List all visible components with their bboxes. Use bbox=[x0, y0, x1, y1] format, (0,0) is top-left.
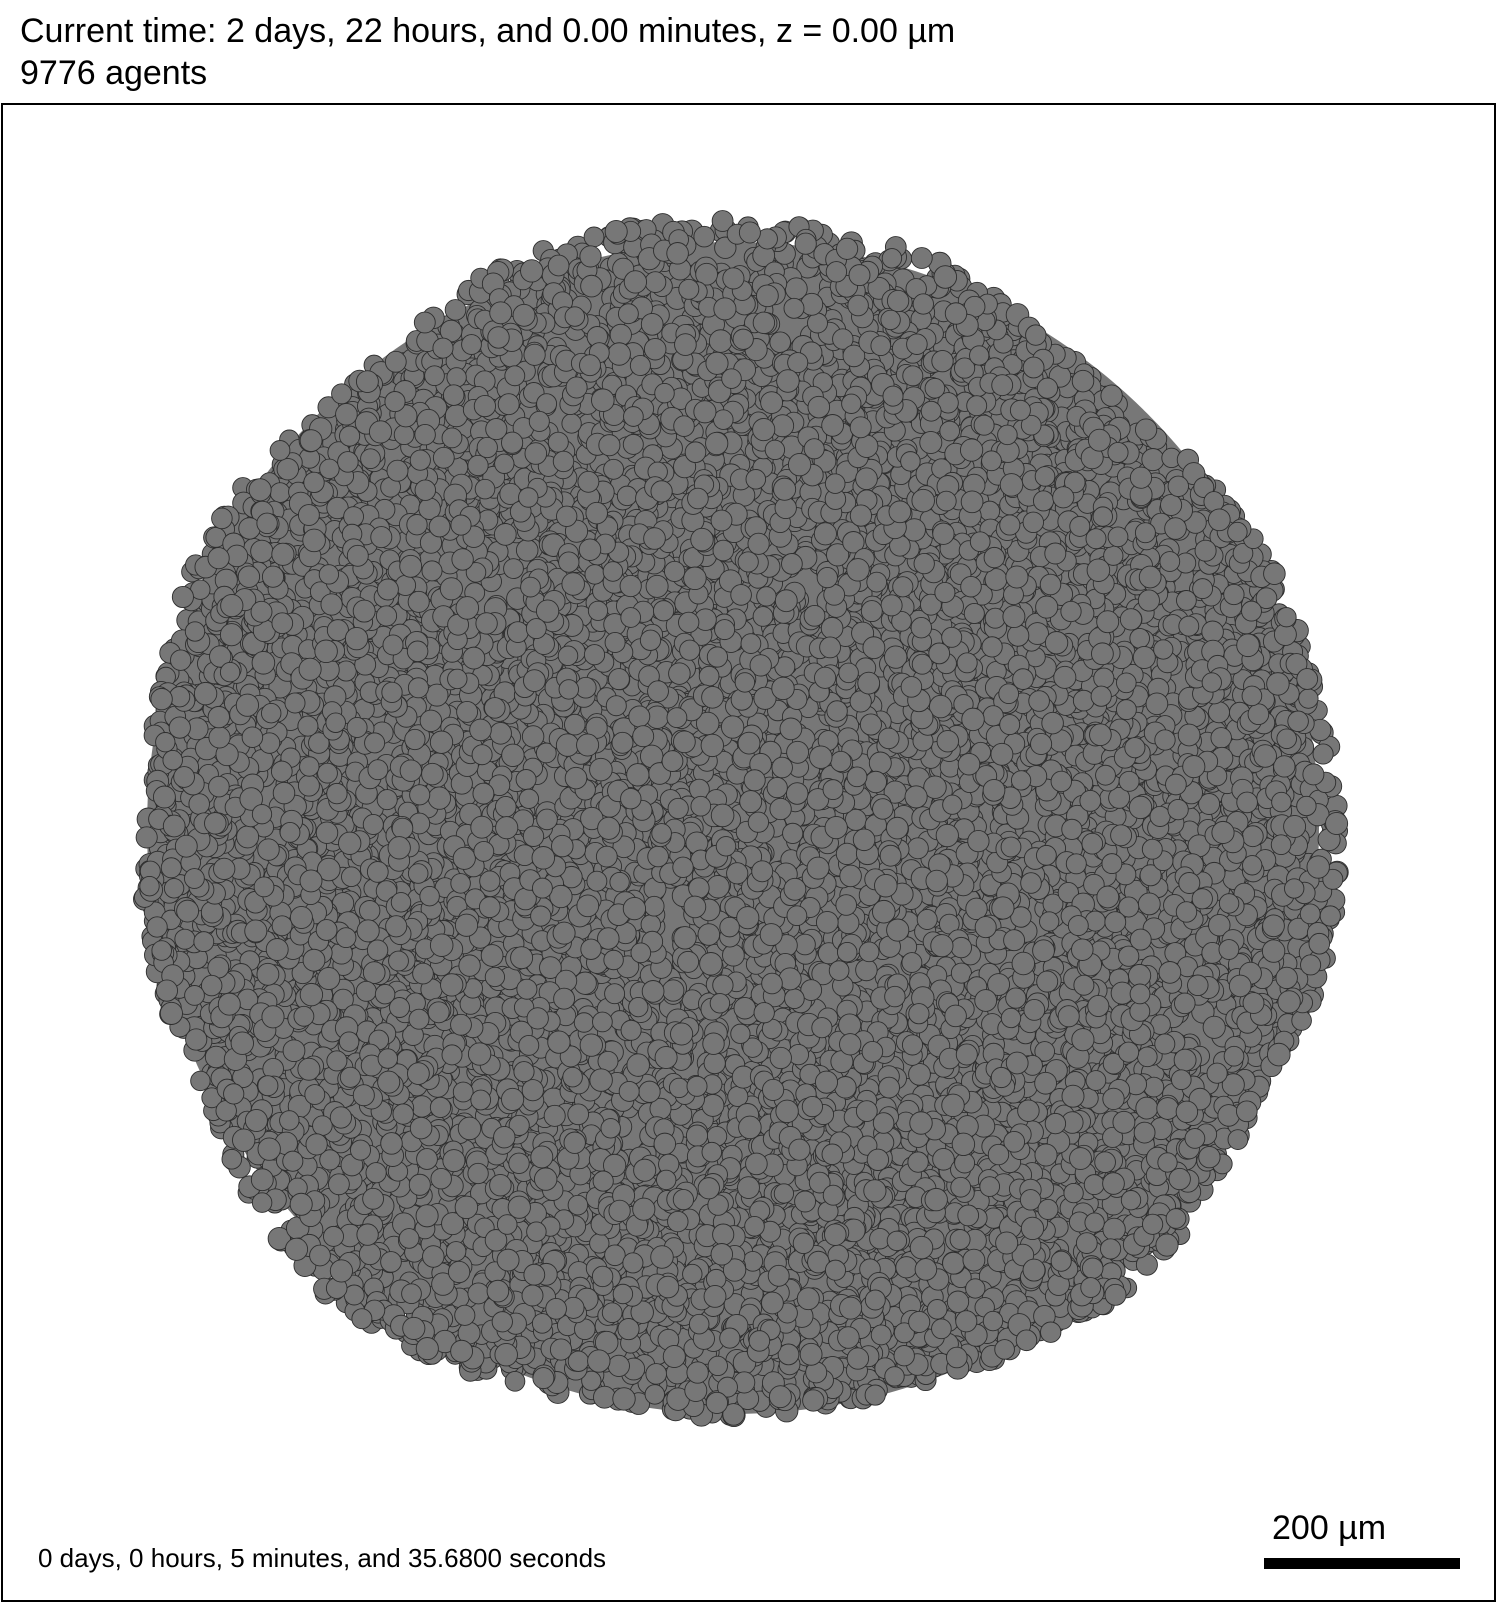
agent-cell bbox=[547, 431, 569, 453]
agent-cell bbox=[1143, 1076, 1165, 1098]
agent-cell bbox=[703, 1051, 726, 1075]
agent-cell bbox=[269, 482, 291, 503]
agent-count-label: 9776 agents bbox=[20, 54, 208, 92]
agent-cell bbox=[1129, 628, 1150, 649]
agent-cell bbox=[236, 825, 260, 849]
current-time-label: Current time: 2 days, 22 hours, and 0.00… bbox=[20, 12, 956, 50]
agent-cell bbox=[906, 837, 929, 860]
agent-cell bbox=[668, 662, 691, 685]
agent-cell bbox=[908, 1062, 931, 1086]
agent-cell bbox=[1312, 743, 1334, 765]
header: Current time: 2 days, 22 hours, and 0.00… bbox=[20, 10, 1480, 94]
